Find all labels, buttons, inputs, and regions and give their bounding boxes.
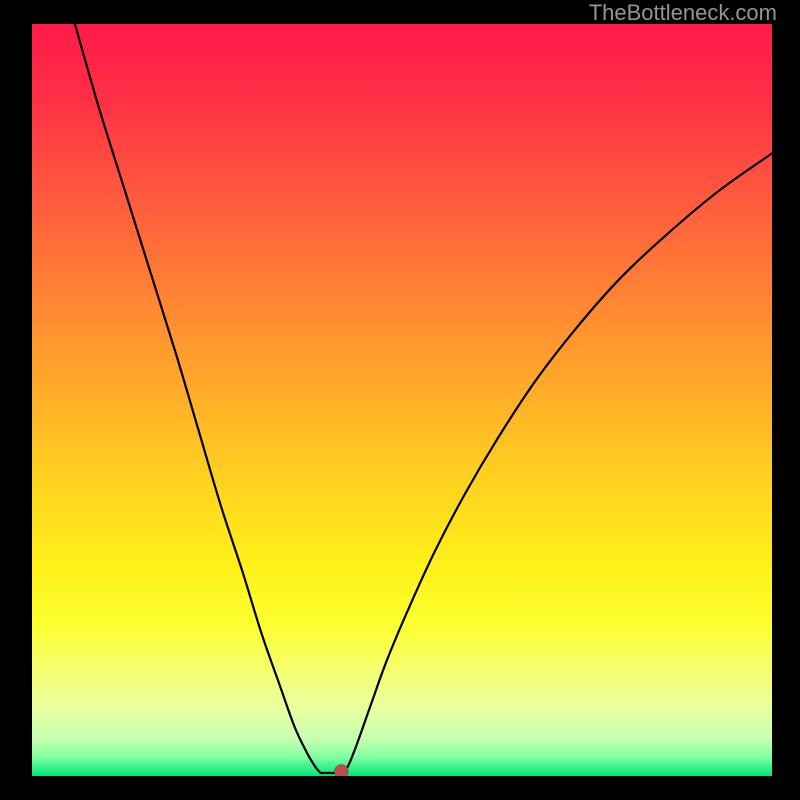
optimum-marker [334, 764, 348, 776]
curve-layer [32, 24, 772, 776]
chart-container: TheBottleneck.com [0, 0, 800, 800]
watermark-text: TheBottleneck.com [589, 0, 777, 26]
bottleneck-curve [75, 24, 772, 773]
plot-area [32, 24, 772, 776]
